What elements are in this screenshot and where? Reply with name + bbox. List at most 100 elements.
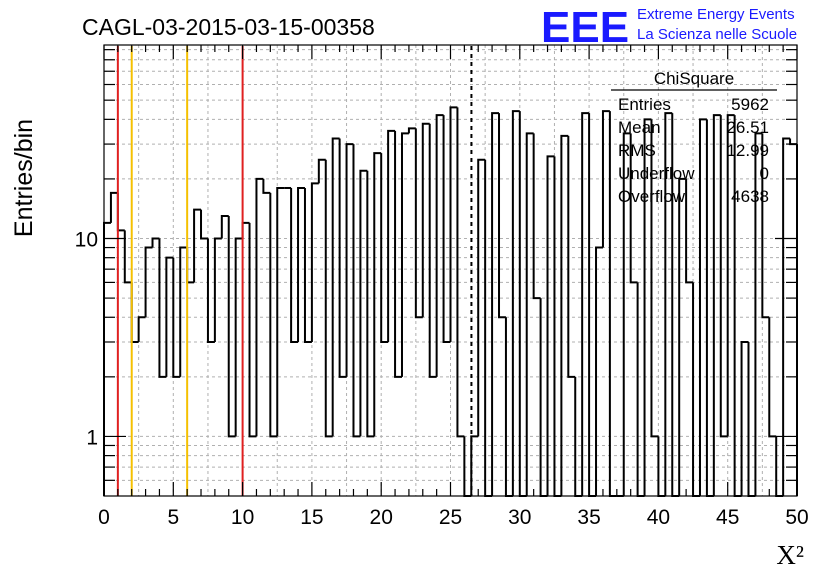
- histogram-bin: [366, 170, 375, 438]
- x-axis-label: X²: [776, 540, 804, 570]
- stats-box: ChiSquare Entries 5962 Mean 26.51 RMS 12.99 Un…: [611, 69, 777, 206]
- x-tick-label: 20: [370, 506, 393, 529]
- histogram-bin: [768, 317, 777, 438]
- histogram-bin: [317, 158, 326, 184]
- histogram-bin: [193, 208, 202, 283]
- x-tick-label: 25: [439, 506, 462, 529]
- histogram-bin: [588, 113, 597, 497]
- histogram-bin: [754, 132, 763, 496]
- x-tick-label: 10: [231, 506, 254, 529]
- histogram-bin: [220, 214, 229, 239]
- y-tick-label: 1: [86, 426, 98, 449]
- chart-title: CAGL-03-2015-03-15-00358: [82, 14, 375, 40]
- histogram-bin: [470, 435, 479, 496]
- stats-title: ChiSquare: [654, 69, 734, 88]
- histogram-bin: [664, 112, 673, 496]
- histogram-bin: [303, 187, 312, 343]
- stats-row-value: 26.51: [726, 118, 769, 137]
- histogram-bin: [130, 282, 139, 343]
- histogram-bin: [698, 118, 707, 496]
- histogram-bin: [705, 119, 714, 497]
- histogram-bin: [116, 192, 125, 232]
- histogram-bin: [601, 110, 610, 248]
- histogram-bin: [650, 119, 659, 438]
- histogram-bin: [380, 153, 389, 343]
- histogram-bin: [297, 186, 305, 342]
- histogram-bin: [435, 114, 444, 377]
- histogram-bin: [290, 187, 299, 343]
- histogram-bin: [518, 111, 527, 497]
- axis-ticks: [103, 45, 798, 496]
- stats-row-label: Overflow: [618, 187, 686, 206]
- y-axis-label: Entries/bin: [10, 119, 38, 237]
- histogram-bin: [186, 247, 195, 284]
- stats-row-value: 5962: [731, 95, 769, 114]
- histogram-bin: [442, 115, 451, 343]
- histogram-bin: [158, 238, 167, 378]
- stats-row-label: RMS: [618, 141, 656, 160]
- histogram-bin: [608, 111, 617, 497]
- histogram-bin: [622, 132, 631, 496]
- histogram-bin: [137, 316, 146, 342]
- histogram-bin: [685, 178, 694, 284]
- histogram-bin: [421, 122, 430, 318]
- histogram-bin: [539, 298, 548, 497]
- stats-row-value: 12.99: [726, 141, 769, 160]
- histogram-bin: [712, 114, 721, 496]
- histogram-bin: [345, 143, 354, 377]
- histogram-bin: [213, 237, 222, 342]
- eee-logo-text: EEE: [541, 3, 629, 52]
- histogram-bin: [394, 130, 402, 378]
- histogram-bin: [276, 186, 285, 437]
- axis-tick-labels: 0 5 10 15 20 25 30 35 40 45 50 1 10: [75, 229, 809, 529]
- x-tick-label: 0: [98, 506, 110, 529]
- eee-logo-line2: La Scienza nelle Scuole: [637, 26, 797, 43]
- histogram-bin: [532, 133, 541, 300]
- histogram-bin: [373, 152, 382, 437]
- histogram-bin: [629, 133, 638, 284]
- stats-rows: Entries 5962 Mean 26.51 RMS 12.99 Underflow 0 Ov…: [618, 95, 769, 206]
- histogram-bin: [359, 169, 368, 437]
- histogram-bin: [560, 134, 569, 496]
- histogram-bin: [227, 215, 236, 438]
- histogram-bin: [387, 129, 396, 342]
- histogram-bin: [511, 110, 520, 496]
- histogram-bin: [144, 246, 153, 318]
- histogram-bin: [636, 282, 645, 497]
- stats-row-value: 4638: [731, 187, 769, 206]
- histogram-bin: [172, 257, 181, 378]
- histogram-bin: [719, 115, 728, 438]
- histogram-bin: [491, 112, 500, 496]
- histogram-bin: [525, 132, 534, 496]
- x-tick-label: 15: [300, 506, 323, 529]
- histogram-bin: [407, 127, 416, 134]
- x-tick-label: 30: [508, 506, 531, 529]
- histogram-bin: [678, 177, 687, 496]
- x-tick-label: 35: [577, 506, 600, 529]
- x-tick-label: 50: [785, 506, 808, 529]
- histogram-bin: [567, 135, 576, 378]
- histogram-bin: [782, 137, 791, 496]
- histogram-bin: [428, 123, 437, 378]
- histogram-bin: [269, 192, 278, 438]
- histogram-bin: [352, 144, 361, 438]
- eee-logo: EEE Extreme Energy Events La Scienza nel…: [541, 3, 797, 52]
- reference-lines: [116, 46, 473, 496]
- histogram-bin: [456, 107, 465, 438]
- histogram-bin: [262, 178, 271, 194]
- x-tick-label: 5: [167, 506, 179, 529]
- histogram-bin: [546, 155, 555, 496]
- histogram-bin: [123, 230, 132, 284]
- histogram-bin: [200, 209, 208, 240]
- histogram-bin: [747, 341, 756, 497]
- stats-row-label: Entries: [618, 95, 671, 114]
- stats-row-label: Mean: [618, 118, 661, 137]
- histogram-bin: [733, 115, 742, 497]
- histogram-bin: [206, 238, 215, 343]
- histogram-bin: [761, 133, 770, 319]
- y-tick-label: 10: [75, 229, 98, 252]
- histogram-bin: [179, 246, 188, 377]
- histogram-bin: [581, 112, 590, 496]
- histogram-bin: [234, 237, 243, 437]
